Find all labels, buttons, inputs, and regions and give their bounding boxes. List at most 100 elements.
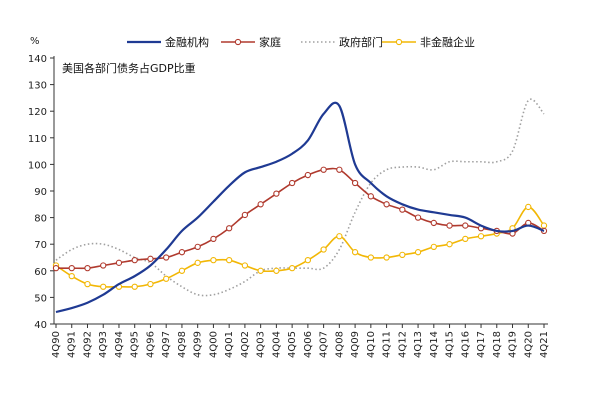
data-point [115,259,123,266]
x-tick-label: 4Q95 [130,331,141,358]
x-tick-label: 4Q20 [523,331,534,358]
x-tick-label: 4Q98 [177,331,188,358]
data-point [163,254,170,261]
data-point [100,283,107,290]
x-tick-label: 4Q02 [240,331,251,358]
x-tick-label: 4Q15 [445,331,456,358]
data-point [399,251,406,258]
x-tick-label: 4Q18 [492,331,503,358]
y-tick-label: 120 [28,107,47,118]
data-point [226,257,233,264]
data-point [194,243,201,251]
data-point [288,179,296,187]
data-point [414,214,422,221]
series-2 [55,98,545,297]
series-1 [52,166,548,272]
x-tick-label: 4Q13 [413,331,424,358]
x-tick-label: 4Q99 [193,331,204,358]
data-point [178,249,186,256]
data-point [320,246,327,253]
data-point [131,283,138,290]
x-tick-label: 4Q04 [271,331,282,358]
x-tick-label: 4Q94 [114,331,125,358]
data-point [430,243,437,251]
data-point [304,171,312,179]
series-0 [55,101,545,314]
x-tick-label: 4Q07 [319,331,330,358]
data-point [147,280,154,288]
legend-marker-3 [395,38,403,46]
y-tick-label: 50 [34,293,47,304]
y-tick-label: 90 [34,187,47,198]
data-point [383,254,390,261]
data-point [163,275,170,282]
x-tick-label: 4Q06 [303,331,314,358]
legend-label-0: 金融机构 [165,35,209,49]
x-tick-label: 4Q97 [161,331,172,358]
data-point [288,264,296,272]
data-point [84,264,91,272]
data-point [100,262,107,269]
data-point [336,233,343,240]
x-tick-label: 4Q21 [539,331,550,358]
axes: 40 50 60 70 80 90 100 110 120 130 140 4Q90 4Q91 4Q92 4… [28,54,550,358]
data-point [241,211,249,219]
data-point [446,222,453,229]
x-tick-label: 4Q00 [208,331,219,358]
x-tick-label: 4Q92 [82,331,93,358]
x-tick-label: 4Q08 [334,331,345,358]
data-point [399,206,406,213]
data-point [194,259,201,266]
series-line-1 [55,167,545,270]
legend-label-1: 家庭 [259,35,281,49]
x-tick-label: 4Q09 [350,331,361,358]
data-point [241,262,249,269]
x-tick-label: 4Q93 [98,331,109,358]
chart-annotation: 美国各部门债务占GDP比重 [62,61,196,75]
x-tick-label: 4Q16 [460,331,471,358]
data-point [226,225,233,232]
series-line-2 [55,98,545,297]
data-point [178,267,186,274]
legend-label-3: 非金融企业 [420,35,475,49]
y-tick-label: 100 [28,160,47,171]
data-point [257,267,264,274]
legend-label-2: 政府部门 [339,35,383,49]
x-tick-label: 4Q11 [382,331,393,358]
data-point [273,190,280,197]
data-point [210,235,217,243]
data-point [257,201,264,208]
data-point [540,222,548,229]
x-tick-label: 4Q05 [287,331,298,358]
data-point [462,222,469,229]
data-point [446,241,453,248]
data-point [367,193,374,200]
x-tick-label: 4Q03 [256,331,267,358]
y-tick-label: 130 [28,81,47,92]
data-point [462,235,469,243]
y-tick-label: 140 [28,54,47,65]
x-tick-label: 4Q90 [51,331,62,358]
data-point [320,166,327,173]
data-point [525,203,532,211]
data-point [477,233,485,240]
data-point [304,257,312,264]
data-point [414,249,422,256]
data-point [383,201,390,208]
plot-area [52,98,548,314]
x-tick-label: 4Q91 [67,331,78,358]
x-tick-label: 4Q17 [476,331,487,358]
data-point [131,257,138,264]
x-tick-label: 4Q96 [145,331,156,358]
y-tick-label: 110 [28,134,47,145]
data-point [84,280,91,288]
data-point [52,264,60,272]
data-point [367,254,374,261]
data-point [336,166,343,173]
y-tick-label: 80 [34,214,47,225]
data-point [210,257,217,264]
y-axis-unit-label: % [30,36,40,47]
data-point [68,264,75,272]
data-point [351,249,359,256]
